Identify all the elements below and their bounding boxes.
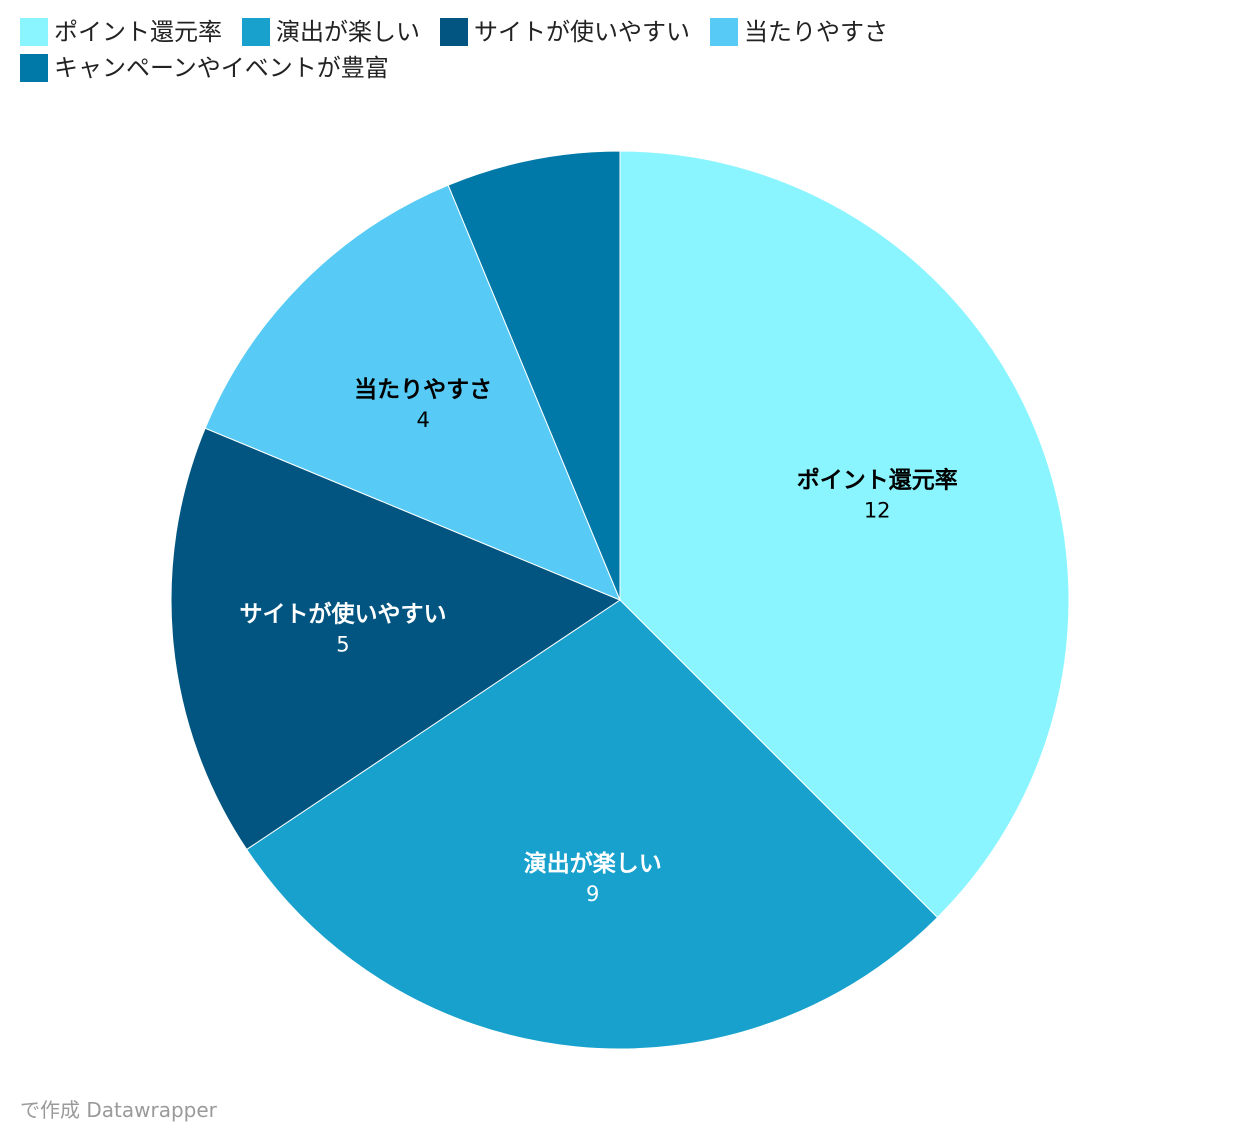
- pie-slice: [245, 599, 939, 1050]
- chart-legend: ポイント還元率 演出が楽しい サイトが使いやすい 当たりやすさキャンペーンやイベントが…: [20, 18, 1020, 82]
- legend-item: キャンペーンやイベントが豊富: [20, 54, 389, 82]
- pie-slice: [170, 427, 622, 851]
- legend-item: ポイント還元率: [20, 18, 222, 46]
- legend-item: サイトが使いやすい: [440, 18, 690, 46]
- pie-slice: [204, 184, 621, 601]
- slice-value-label: 12: [864, 498, 891, 522]
- slice-category-label: サイトが使いやすい: [239, 600, 446, 627]
- legend-item: 当たりやすさ: [710, 18, 888, 46]
- legend-item: 演出が楽しい: [242, 18, 420, 46]
- legend-label: サイトが使いやすい: [474, 18, 690, 46]
- legend-label: ポイント還元率: [54, 18, 222, 46]
- legend-swatch: [20, 54, 48, 82]
- legend-swatch: [440, 18, 468, 46]
- slice-value-label: 4: [416, 408, 429, 432]
- chart-credit: で作成 Datawrapper: [20, 1098, 217, 1122]
- slice-value-label: 9: [586, 882, 599, 906]
- slice-value-label: 5: [336, 632, 349, 656]
- legend-label: キャンペーンやイベントが豊富: [54, 54, 389, 82]
- slice-category-label: ポイント還元率: [797, 466, 958, 493]
- slice-category-label: 演出が楽しい: [524, 850, 662, 877]
- legend-swatch: [710, 18, 738, 46]
- pie-slice: [619, 150, 1070, 919]
- slice-category-label: 当たりやすさ: [354, 377, 492, 403]
- legend-label: 当たりやすさ: [744, 18, 888, 46]
- legend-swatch: [20, 18, 48, 46]
- pie-slice: [447, 150, 621, 601]
- legend-swatch: [242, 18, 270, 46]
- legend-label: 演出が楽しい: [276, 18, 420, 46]
